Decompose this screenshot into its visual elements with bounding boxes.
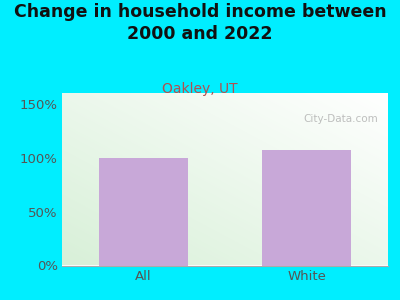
Bar	[99, 158, 188, 266]
Bar	[262, 150, 351, 266]
Text: City-Data.com: City-Data.com	[304, 114, 378, 124]
Text: Change in household income between
2000 and 2022: Change in household income between 2000 …	[14, 3, 386, 43]
Text: Oakley, UT: Oakley, UT	[162, 82, 238, 97]
